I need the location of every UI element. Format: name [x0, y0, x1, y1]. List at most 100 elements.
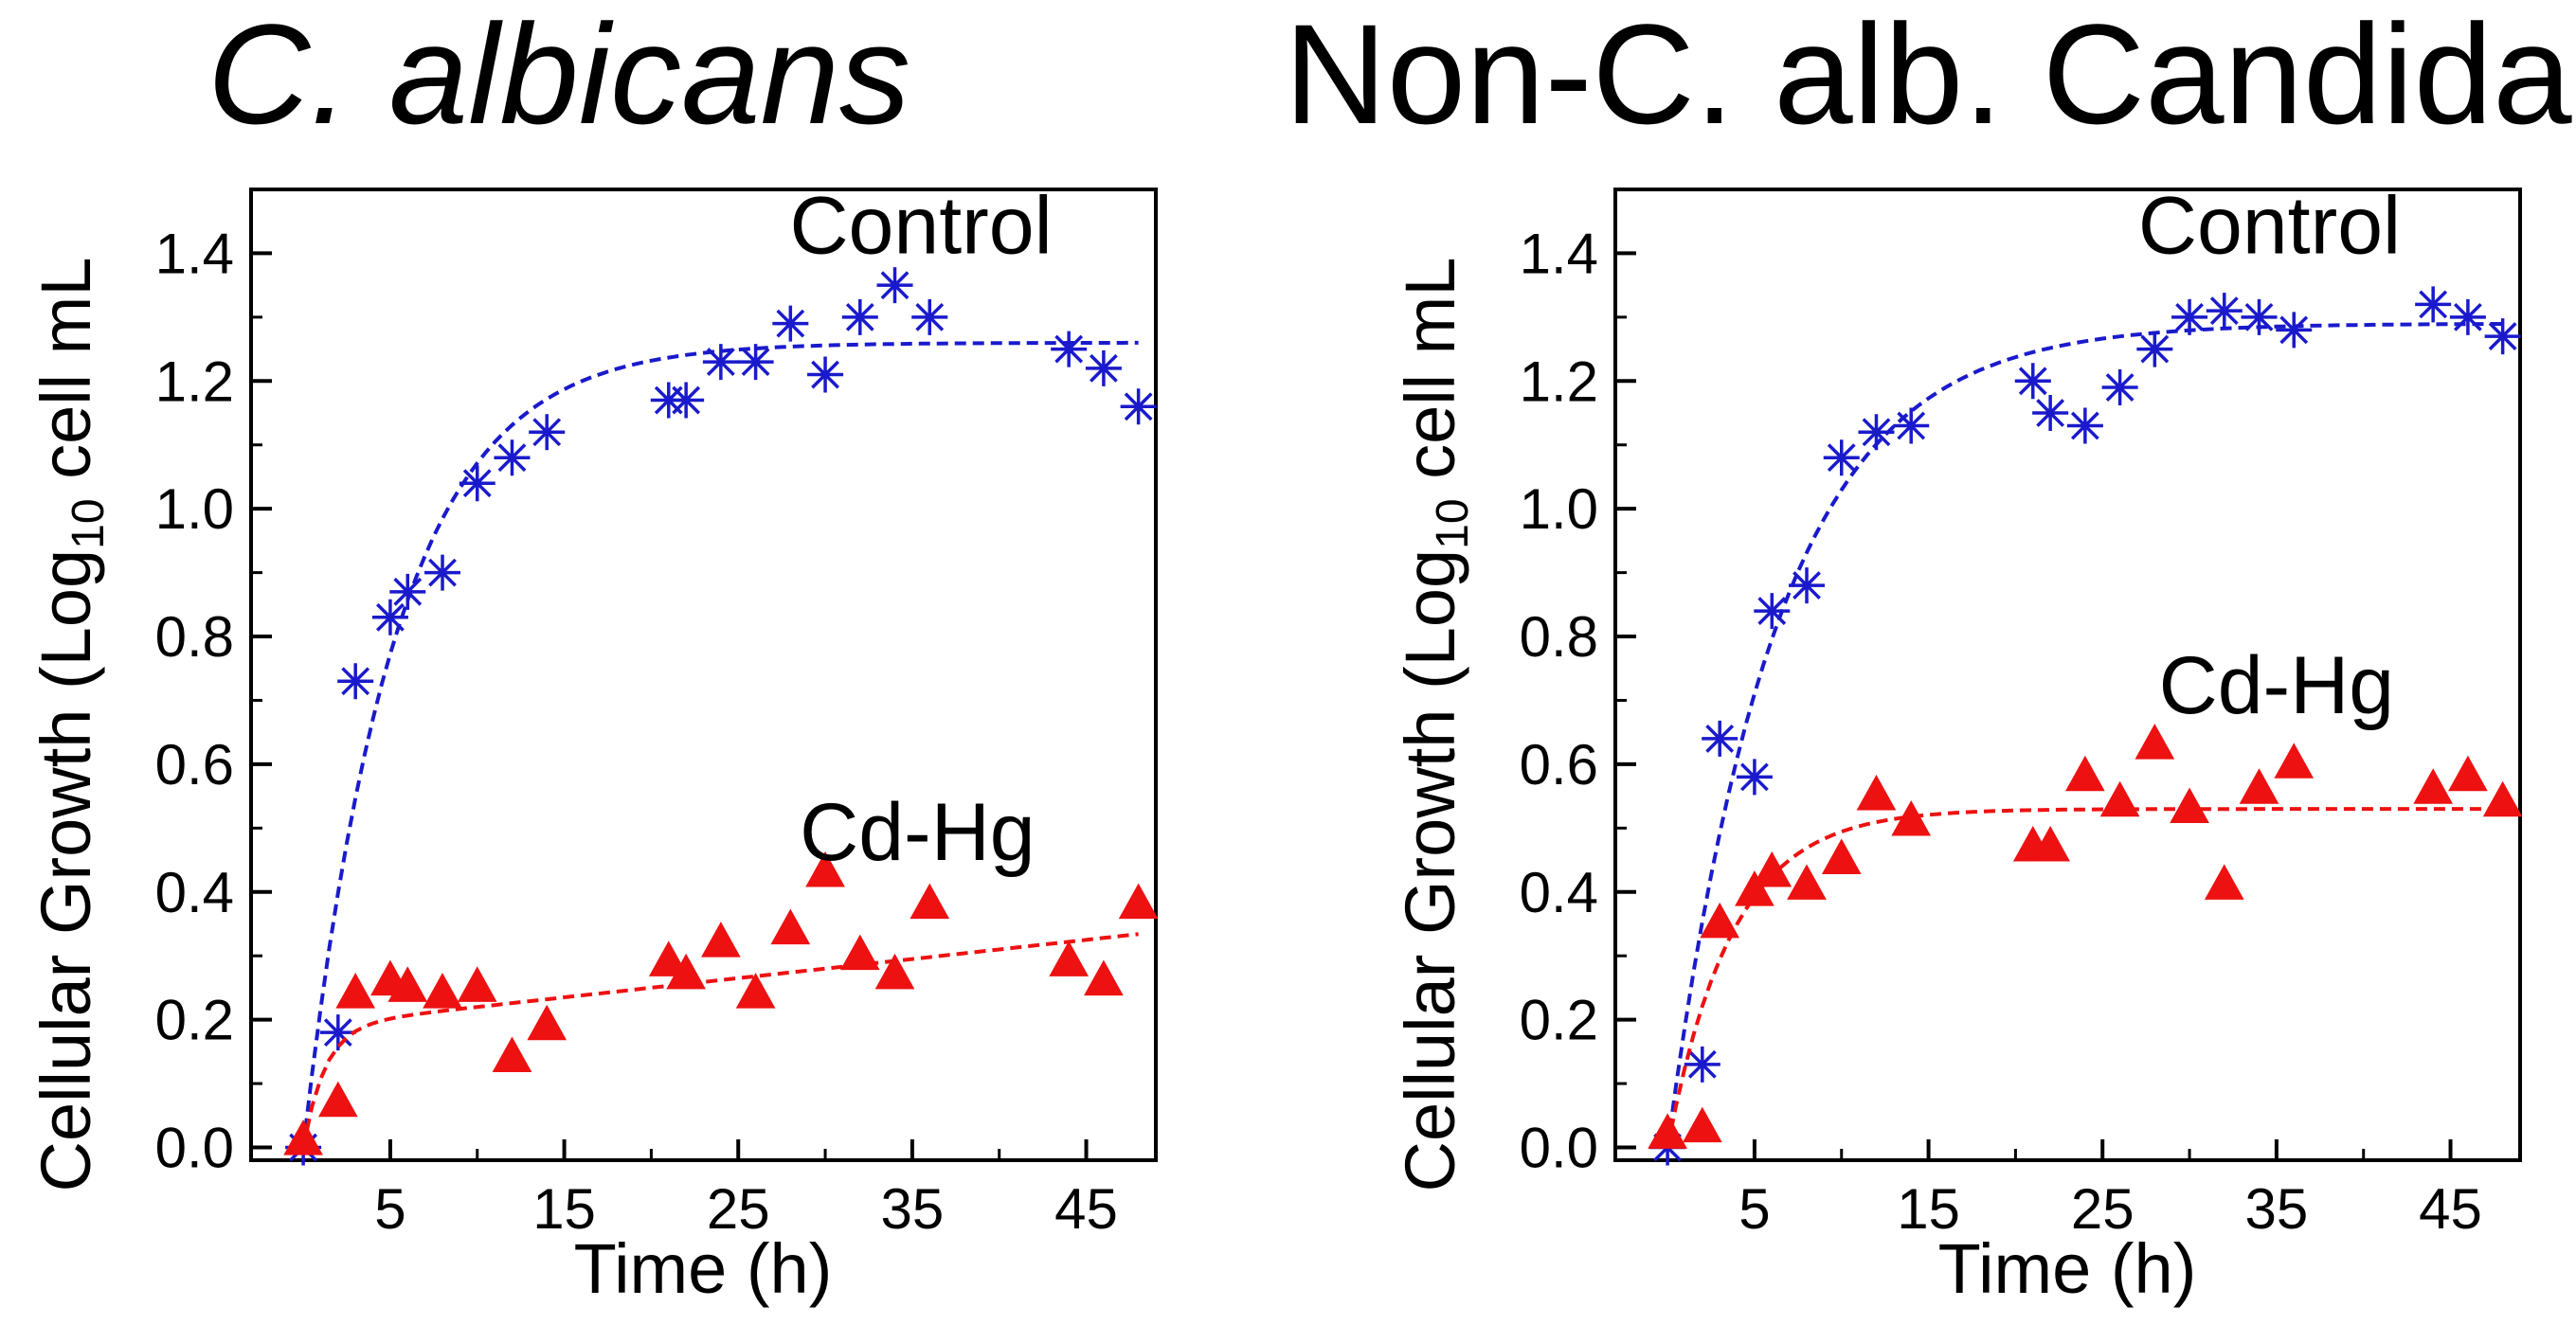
- x-tick-label: 35: [2245, 1177, 2309, 1241]
- data-point-cd-hg: [283, 1119, 323, 1155]
- series-label-control: Control: [789, 180, 1052, 271]
- data-point-cd-hg: [527, 1004, 567, 1041]
- data-point-cd-hg: [335, 973, 376, 1009]
- data-point-cd-hg: [1682, 1106, 1722, 1143]
- data-point-control: [424, 554, 461, 591]
- chart-title-text: Non-C. alb. Candida: [1284, 0, 2572, 153]
- data-point-control: [2101, 369, 2138, 406]
- data-point-cd-hg: [2170, 787, 2209, 824]
- data-point-control: [2066, 407, 2103, 444]
- y-tick-label: 1.4: [155, 222, 234, 285]
- y-tick-label: 1.4: [1520, 222, 1598, 285]
- y-tick-label: 1.0: [155, 477, 234, 541]
- data-point-cd-hg: [457, 966, 497, 1002]
- data-point-cd-hg: [910, 883, 950, 920]
- chart-panel-non-c-albicans: Non-C. alb. Candida Cellular Growth (Log…: [1284, 0, 2572, 1308]
- data-point-cd-hg: [2065, 755, 2105, 792]
- series-label-cd-hg: Cd-Hg: [800, 787, 1036, 878]
- y-tick-label: 0.2: [1520, 989, 1598, 1052]
- plot-frame: [249, 188, 1158, 1162]
- data-point-control: [1120, 388, 1157, 425]
- y-axis-label: Cellular Growth (Log10 cell mL: [27, 258, 114, 1192]
- plot-area: 0.0 0.2 0.4 0.6 0.8 1.0 1.2 1.4 5 15 25 35 45 Control…: [155, 180, 1159, 1241]
- data-point-control: [737, 344, 774, 381]
- y-tick-label: 1.0: [1520, 477, 1598, 541]
- data-point-control: [529, 414, 566, 451]
- data-point-cd-hg: [805, 851, 845, 887]
- data-point-cd-hg: [387, 966, 428, 1002]
- data-point-control: [2206, 293, 2243, 330]
- data-point-cd-hg: [2448, 755, 2488, 792]
- data-point-cd-hg: [1648, 1113, 1687, 1149]
- data-point-cd-hg: [1856, 774, 1897, 811]
- data-point-control: [2449, 298, 2486, 335]
- data-point-cd-hg: [317, 1081, 358, 1118]
- data-point-control: [371, 599, 408, 636]
- fit-curve-control: [1666, 322, 2503, 1148]
- data-point-cd-hg: [1752, 851, 1792, 887]
- y-tick-label: 0.0: [155, 1117, 234, 1180]
- data-point-cd-hg: [839, 934, 880, 971]
- data-point-cd-hg: [492, 1036, 532, 1073]
- data-point-cd-hg: [2239, 768, 2279, 804]
- data-point-cd-hg: [648, 940, 689, 976]
- y-tick-label: 1.2: [155, 349, 234, 413]
- x-tick-label: 45: [1054, 1177, 1118, 1241]
- data-point-control: [1684, 1046, 1720, 1083]
- y-tick-label: 0.8: [155, 605, 234, 669]
- data-point-cd-hg: [2099, 780, 2140, 817]
- x-tick-label: 5: [1738, 1177, 1770, 1241]
- chart-panel-c-albicans: C. albicans Cellular Growth (Log10 cell …: [27, 0, 1159, 1308]
- data-point-cd-hg: [2135, 724, 2175, 760]
- x-tick-label: 15: [1897, 1177, 1960, 1241]
- y-tick-label: 0.4: [155, 861, 234, 924]
- data-point-control: [2032, 395, 2069, 432]
- data-point-cd-hg: [1084, 959, 1124, 996]
- x-tick-label: 5: [374, 1177, 405, 1241]
- data-point-control: [1789, 567, 1826, 604]
- data-point-cd-hg: [770, 908, 811, 945]
- data-point-control: [876, 267, 913, 304]
- x-tick-label: 25: [707, 1177, 770, 1241]
- data-point-control: [1085, 349, 1122, 386]
- data-point-control: [911, 298, 948, 335]
- x-tick-label: 15: [532, 1177, 596, 1241]
- y-tick-label: 0.2: [155, 989, 234, 1052]
- data-point-control: [319, 1014, 356, 1051]
- y-axis-label-tail: cell mL: [1391, 258, 1469, 499]
- data-point-cd-hg: [1821, 838, 1862, 874]
- data-point-cd-hg: [1891, 799, 1932, 836]
- x-tick-label: 25: [2071, 1177, 2135, 1241]
- data-point-cd-hg: [2482, 780, 2523, 817]
- chart-title: Non-C. alb. Candida: [1284, 0, 2572, 153]
- plot-frame: [1613, 188, 2522, 1162]
- y-tick-label: 0.0: [1520, 1117, 1598, 1180]
- data-point-control: [2136, 331, 2173, 367]
- data-point-control: [459, 465, 495, 502]
- x-axis-label: Time (h): [1938, 1229, 2197, 1308]
- data-point-cd-hg: [666, 953, 706, 990]
- data-point-control: [1893, 407, 1930, 444]
- data-point-cd-hg: [2413, 768, 2454, 804]
- data-point-control: [702, 344, 739, 381]
- series-label-control: Control: [2138, 180, 2401, 271]
- y-axis-label-subscript: 10: [63, 498, 114, 548]
- data-point-cd-hg: [701, 922, 741, 958]
- data-point-cd-hg: [1700, 902, 1740, 939]
- data-point-cd-hg: [1118, 883, 1159, 920]
- y-axis-label: Cellular Growth (Log10 cell mL: [1391, 258, 1478, 1192]
- y-axis-label-subscript: 10: [1428, 498, 1478, 548]
- y-tick-label: 0.6: [1520, 733, 1598, 797]
- data-point-control: [337, 663, 374, 700]
- data-point-control: [2415, 286, 2452, 323]
- data-point-cd-hg: [2030, 825, 2070, 862]
- fit-curve-control: [301, 340, 1139, 1148]
- data-point-control: [772, 305, 809, 342]
- plot-area: 0.0 0.2 0.4 0.6 0.8 1.0 1.2 1.4 5 15 25 35 45 Control…: [1520, 180, 2523, 1241]
- data-point-cd-hg: [423, 973, 462, 1009]
- y-tick-label: 1.2: [1520, 349, 1598, 413]
- data-point-cd-hg: [735, 973, 776, 1009]
- data-point-control: [1702, 720, 1738, 757]
- data-point-control: [1858, 414, 1895, 451]
